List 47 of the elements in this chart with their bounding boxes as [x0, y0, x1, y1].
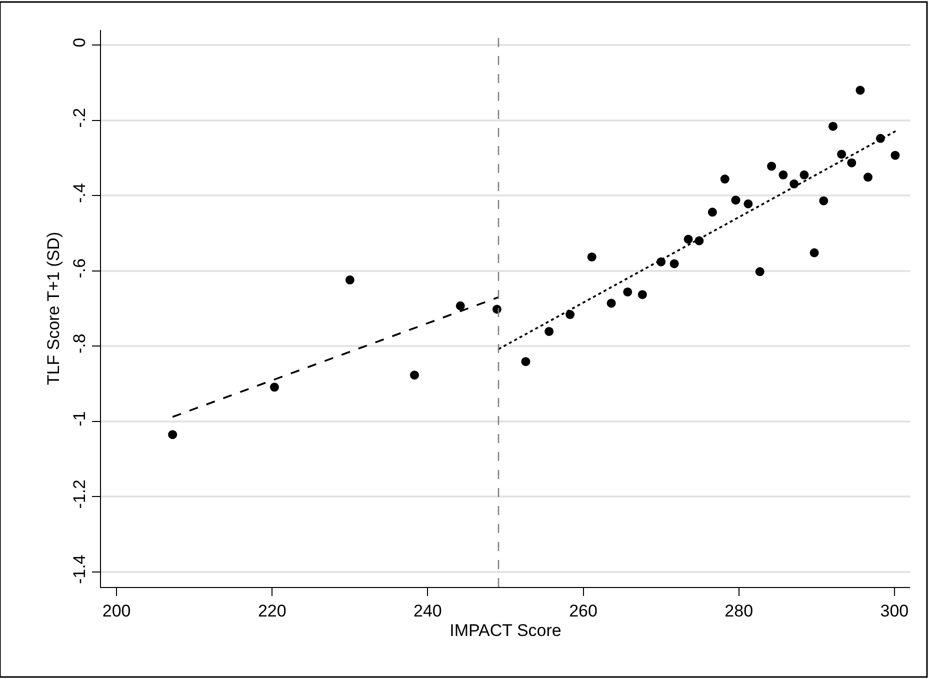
- y-tick-label: -.6: [70, 258, 90, 278]
- point: [800, 170, 809, 180]
- point: [638, 290, 647, 300]
- point: [456, 301, 465, 310]
- point: [767, 162, 776, 171]
- point: [670, 259, 679, 268]
- point: [837, 150, 846, 159]
- point: [778, 170, 788, 180]
- point: [345, 275, 354, 284]
- y-tick-label: -.4: [70, 183, 90, 203]
- y-tick-label: -1: [70, 411, 90, 426]
- point: [731, 196, 740, 205]
- point: [521, 357, 530, 366]
- point: [744, 199, 753, 208]
- point: [790, 179, 799, 188]
- point: [828, 122, 838, 131]
- x-tick-label: 200: [102, 601, 131, 620]
- point: [566, 310, 575, 320]
- y-axis-title: TLF Score T+1 (SD): [44, 232, 63, 386]
- y-tick-label: -.8: [70, 334, 90, 354]
- point: [856, 86, 865, 95]
- point: [708, 208, 717, 217]
- y-tick-label: -1.4: [70, 554, 90, 584]
- point: [410, 370, 419, 380]
- point: [847, 158, 856, 168]
- x-tick-label: 220: [258, 601, 286, 620]
- point: [890, 150, 900, 160]
- y-tick-label: -.2: [70, 108, 90, 128]
- x-tick-label: 240: [414, 601, 442, 620]
- point: [623, 287, 632, 296]
- x-tick-label: 300: [880, 601, 909, 620]
- point: [168, 430, 178, 440]
- point: [587, 252, 596, 262]
- point: [544, 326, 554, 336]
- point: [810, 248, 819, 258]
- point: [863, 172, 872, 182]
- y-tick-label: -1.2: [70, 479, 90, 509]
- point: [684, 234, 693, 244]
- y-tick-label: 0: [70, 38, 90, 48]
- point: [270, 382, 279, 392]
- x-tick-label: 260: [569, 601, 598, 620]
- point: [819, 196, 828, 206]
- point: [755, 267, 764, 276]
- point: [720, 174, 730, 184]
- x-axis-title: IMPACT Score: [450, 620, 562, 640]
- point: [606, 298, 616, 308]
- x-tick-label: 280: [724, 601, 754, 620]
